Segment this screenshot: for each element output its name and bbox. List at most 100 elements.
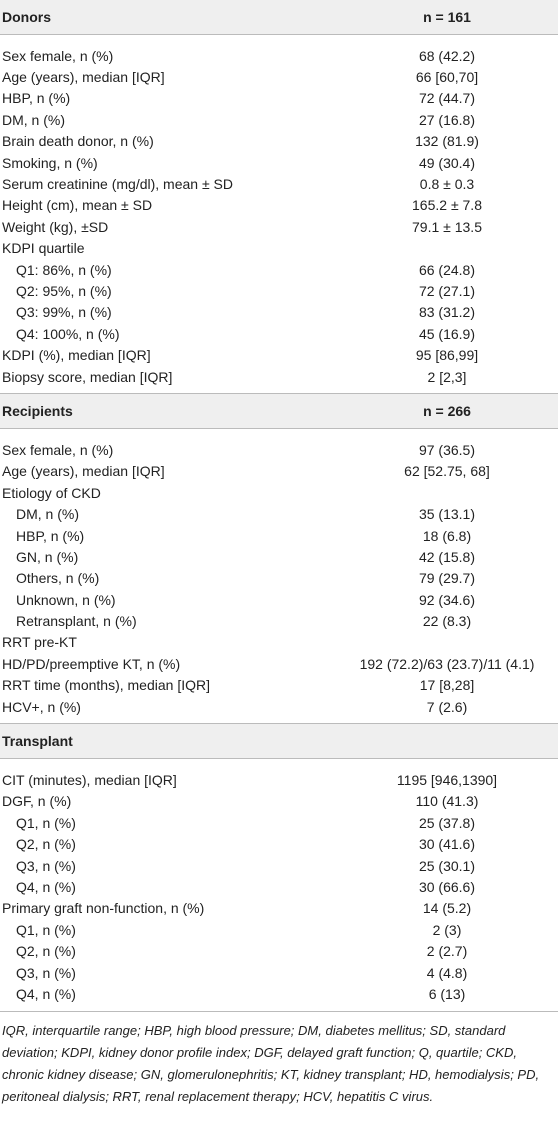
row-value: 66 [60,70] (415, 69, 479, 86)
row-value: 22 (8.3) (422, 613, 472, 630)
table-row: KDPI (%), median [IQR] 95 [86,99] (0, 344, 558, 365)
row-label: Q3, n (%) (16, 964, 76, 981)
row-label: RRT time (months), median [IQR] (2, 677, 210, 694)
row-label: Q4: 100%, n (%) (16, 325, 120, 342)
row-label: Serum creatinine (mg/dl), mean ± SD (2, 176, 233, 193)
table: Donors n = 161 Sex female, n (%) 68 (42.2) A… (0, 0, 558, 1012)
row-value: 2 [2,3] (427, 368, 467, 385)
row-value: 30 (66.6) (418, 878, 476, 895)
table-row: DGF, n (%) 110 (41.3) (0, 791, 558, 812)
table-row: Height (cm), mean ± SD 165.2 ± 7.8 (0, 195, 558, 216)
row-value: 66 (24.8) (418, 261, 476, 278)
table-row: Q1: 86%, n (%) 66 (24.8) (0, 259, 558, 280)
table-row: Sex female, n (%) 68 (42.2) (0, 45, 558, 66)
table-row: DM, n (%) 35 (13.1) (0, 503, 558, 524)
row-label: Others, n (%) (16, 570, 100, 587)
row-label: Height (cm), mean ± SD (2, 197, 153, 214)
row-value: 2 (2.7) (426, 943, 468, 960)
table-row: Age (years), median [IQR] 66 [60,70] (0, 66, 558, 87)
section-header: Donors n = 161 (0, 0, 558, 35)
row-value: 2 (3) (432, 921, 462, 938)
row-value: 165.2 ± 7.8 (412, 197, 482, 214)
row-label: Etiology of CKD (2, 484, 101, 501)
table-row: Etiology of CKD (0, 482, 558, 503)
table-row: Weight (kg), ±SD 79.1 ± 13.5 (0, 216, 558, 237)
section-rows: CIT (minutes), median [IQR] 1195 [946,139… (0, 759, 558, 1012)
table-row: Biopsy score, median [IQR] 2 [2,3] (0, 366, 558, 387)
row-label: Age (years), median [IQR] (2, 69, 165, 86)
table-row: GN, n (%) 42 (15.8) (0, 546, 558, 567)
section-n: n = 161 (423, 9, 471, 25)
row-value: 6 (13) (428, 985, 466, 1002)
row-label: HCV+, n (%) (2, 698, 81, 715)
row-label: Age (years), median [IQR] (2, 463, 165, 480)
table-row: Sex female, n (%) 97 (36.5) (0, 439, 558, 460)
row-label: Sex female, n (%) (2, 47, 114, 64)
table-row: Others, n (%) 79 (29.7) (0, 568, 558, 589)
row-value: 72 (27.1) (418, 282, 476, 299)
row-label: Smoking, n (%) (2, 154, 98, 171)
section-rows: Sex female, n (%) 68 (42.2) Age (years), m… (0, 35, 558, 395)
row-label: Q4, n (%) (16, 985, 76, 1002)
table-row: Q3, n (%) 25 (30.1) (0, 855, 558, 876)
row-label: HBP, n (%) (2, 90, 71, 107)
table-row: HBP, n (%) 72 (44.7) (0, 88, 558, 109)
table-row: CIT (minutes), median [IQR] 1195 [946,139… (0, 769, 558, 790)
row-label: HD/PD/preemptive KT, n (%) (2, 655, 181, 672)
table-row: Q1, n (%) 2 (3) (0, 919, 558, 940)
section-header: Transplant (0, 724, 558, 760)
row-value: 7 (2.6) (426, 698, 468, 715)
row-label: GN, n (%) (16, 548, 79, 565)
row-value: 79 (29.7) (418, 570, 476, 587)
section-title: Donors (2, 9, 51, 25)
row-label: Sex female, n (%) (2, 441, 114, 458)
row-label: Q1, n (%) (16, 814, 76, 831)
section-header: Recipients n = 266 (0, 394, 558, 430)
table-row: Retransplant, n (%) 22 (8.3) (0, 610, 558, 631)
row-value: 110 (41.3) (415, 793, 479, 810)
row-label: KDPI (%), median [IQR] (2, 347, 151, 364)
table-row: Age (years), median [IQR] 62 [52.75, 68] (0, 461, 558, 482)
table-row: Q4, n (%) 6 (13) (0, 983, 558, 1004)
table-row: Q4: 100%, n (%) 45 (16.9) (0, 323, 558, 344)
table-row: RRT pre-KT (0, 632, 558, 653)
row-value: 132 (81.9) (415, 133, 479, 150)
row-value: 95 [86,99] (415, 347, 479, 364)
row-label: Weight (kg), ±SD (2, 218, 109, 235)
row-label: Q3: 99%, n (%) (16, 304, 112, 321)
table-row: DM, n (%) 27 (16.8) (0, 109, 558, 130)
row-value: 72 (44.7) (418, 90, 476, 107)
section-rows: Sex female, n (%) 97 (36.5) Age (years), m… (0, 429, 558, 725)
row-value: 97 (36.5) (418, 441, 476, 458)
row-value: 30 (41.6) (418, 836, 476, 853)
table-row: Brain death donor, n (%) 132 (81.9) (0, 131, 558, 152)
table-row: Q2, n (%) 2 (2.7) (0, 940, 558, 961)
row-value: 1195 [946,1390] (396, 772, 498, 789)
row-label: HBP, n (%) (16, 527, 85, 544)
row-label: Q2, n (%) (16, 836, 76, 853)
row-value: 49 (30.4) (418, 154, 476, 171)
table-row: Unknown, n (%) 92 (34.6) (0, 589, 558, 610)
table-row: Primary graft non-function, n (%) 14 (5.2… (0, 898, 558, 919)
row-value: 27 (16.8) (418, 111, 476, 128)
row-value: 14 (5.2) (422, 900, 472, 917)
table-row: Q2: 95%, n (%) 72 (27.1) (0, 280, 558, 301)
row-label: Q4, n (%) (16, 878, 76, 895)
table-row: Q3: 99%, n (%) 83 (31.2) (0, 302, 558, 323)
section-title: Transplant (2, 733, 73, 750)
row-label: KDPI quartile (2, 240, 85, 257)
footnote: IQR, interquartile range; HBP, high bloo… (2, 1022, 540, 1104)
row-value: 83 (31.2) (418, 304, 476, 321)
table-row: HD/PD/preemptive KT, n (%) 192 (72.2)/63 … (0, 653, 558, 674)
row-label: CIT (minutes), median [IQR] (2, 772, 177, 789)
table-row: Q2, n (%) 30 (41.6) (0, 834, 558, 855)
row-label: Q2, n (%) (16, 943, 76, 960)
section-n: n = 266 (423, 403, 471, 420)
row-label: Q3, n (%) (16, 857, 76, 874)
row-value: 0.8 ± 0.3 (419, 176, 475, 193)
row-label: Brain death donor, n (%) (2, 133, 154, 150)
row-label: DGF, n (%) (2, 793, 72, 810)
row-value: 45 (16.9) (418, 325, 476, 342)
table-row: RRT time (months), median [IQR] 17 [8,28] (0, 675, 558, 696)
